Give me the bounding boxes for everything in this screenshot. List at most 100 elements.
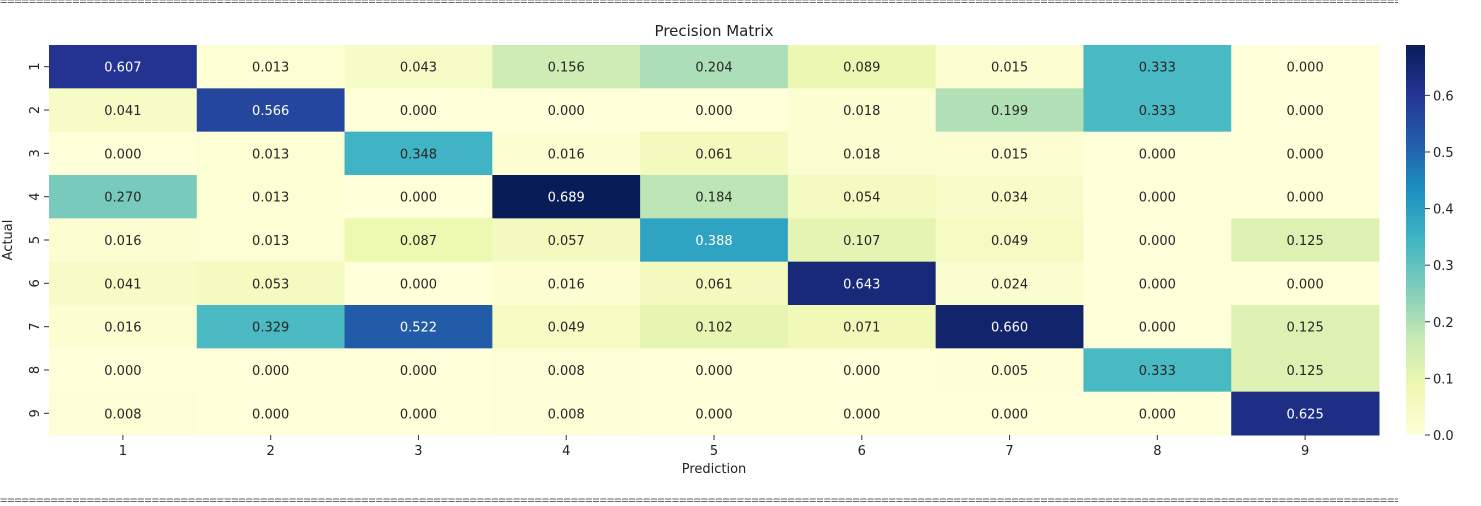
y-axis-ticks: 1 2 3 4 5 6 7 8 9 (28, 63, 49, 417)
cell-value-label: 0.000 (104, 364, 141, 379)
heatmap-cell (49, 88, 198, 133)
cell-value-label: 0.053 (252, 277, 289, 292)
y-tick-label: 1 (28, 63, 43, 71)
x-tick-label: 4 (562, 444, 570, 459)
x-tick-label: 5 (710, 444, 718, 459)
heatmap-cell (344, 131, 493, 176)
heatmap-cell (787, 88, 937, 133)
heatmap-cell (1083, 391, 1232, 436)
y-tick-label: 8 (28, 366, 43, 374)
y-tick-label: 5 (28, 236, 43, 244)
heatmap-cell (196, 348, 346, 393)
heatmap-cell (344, 175, 493, 219)
cell-value-label: 0.087 (400, 234, 437, 249)
y-tick-label: 4 (28, 193, 43, 201)
heatmap-cell (344, 391, 493, 436)
cell-value-label: 0.125 (1287, 321, 1324, 336)
cell-value-label: 0.013 (252, 61, 289, 76)
cell-value-label: 0.000 (400, 407, 437, 422)
heatmap-cell (344, 218, 493, 263)
chart-title: Precision Matrix (655, 22, 774, 40)
cell-value-label: 0.054 (843, 191, 880, 206)
heatmap-cell (935, 45, 1084, 89)
heatmap-cell (492, 348, 641, 393)
cell-value-label: 0.000 (252, 407, 289, 422)
heatmap-cell (787, 391, 937, 436)
cell-value-label: 0.057 (548, 234, 585, 249)
heatmap-cell (492, 218, 641, 263)
x-tick-label: 9 (1301, 444, 1309, 459)
heatmap-cell (49, 261, 198, 306)
heatmap-cell (492, 45, 641, 89)
cell-value-label: 0.270 (104, 191, 141, 206)
cell-value-label: 0.102 (695, 321, 732, 336)
cell-value-label: 0.013 (252, 191, 289, 206)
heatmap-cell (1231, 45, 1380, 89)
heatmap-cell (1231, 305, 1380, 349)
heatmap-cell (492, 131, 641, 176)
heatmap-cell (1083, 175, 1232, 219)
cell-value-label: 0.000 (400, 277, 437, 292)
heatmap-cell (1083, 218, 1232, 263)
heatmap-cells: 0.607 0.013 0.043 0.156 0.204 0.089 0.015 0.333… (49, 45, 1380, 436)
heatmap-cell (1083, 348, 1232, 393)
cell-value-label: 0.643 (843, 277, 880, 292)
cell-value-label: 0.061 (695, 147, 732, 162)
cell-value-label: 0.000 (1287, 61, 1324, 76)
cell-value-label: 0.388 (695, 234, 732, 249)
heatmap-cell (49, 305, 198, 349)
cell-value-label: 0.024 (991, 277, 1028, 292)
cell-value-label: 0.184 (695, 191, 732, 206)
y-tick-label: 2 (28, 106, 43, 114)
heatmap-cell (640, 305, 789, 349)
heatmap-cell (49, 175, 198, 219)
cell-value-label: 0.043 (400, 61, 437, 76)
heatmap-cell (787, 348, 937, 393)
heatmap-cell (640, 175, 789, 219)
cell-value-label: 0.008 (548, 407, 585, 422)
x-tick-label: 3 (414, 444, 422, 459)
cell-value-label: 0.041 (104, 277, 141, 292)
heatmap-cell (787, 45, 937, 89)
cell-value-label: 0.522 (400, 321, 437, 336)
cell-value-label: 0.015 (991, 147, 1028, 162)
cell-value-label: 0.000 (1139, 277, 1176, 292)
heatmap-cell (935, 305, 1084, 349)
cell-value-label: 0.000 (400, 191, 437, 206)
heatmap-cell (492, 391, 641, 436)
heatmap-cell (196, 305, 346, 349)
cell-value-label: 0.018 (843, 104, 880, 119)
cell-value-label: 0.107 (843, 234, 880, 249)
heatmap-cell (1231, 131, 1380, 176)
cell-value-label: 0.008 (548, 364, 585, 379)
x-tick-label: 1 (119, 444, 127, 459)
heatmap-cell (640, 218, 789, 263)
heatmap-cell (49, 348, 198, 393)
cell-value-label: 0.000 (843, 407, 880, 422)
cell-value-label: 0.041 (104, 104, 141, 119)
cell-value-label: 0.016 (548, 277, 585, 292)
cell-value-label: 0.348 (400, 147, 437, 162)
cell-value-label: 0.049 (991, 234, 1028, 249)
heatmap-cell (196, 391, 346, 436)
heatmap-cell (935, 175, 1084, 219)
heatmap-cell (492, 175, 641, 219)
cell-value-label: 0.000 (1139, 407, 1176, 422)
y-tick-label: 6 (28, 279, 43, 287)
y-tick-label: 9 (28, 409, 43, 417)
y-tick-label: 3 (28, 149, 43, 157)
heatmap-cell (1231, 88, 1380, 133)
y-tick-label: 7 (28, 323, 43, 331)
heatmap-cell (344, 88, 493, 133)
heatmap-cell (787, 218, 937, 263)
cell-value-label: 0.000 (695, 407, 732, 422)
heatmap-cell (1231, 261, 1380, 306)
cell-value-label: 0.008 (104, 407, 141, 422)
heatmap-cell (49, 391, 198, 436)
heatmap-cell (935, 88, 1084, 133)
heatmap-cell (787, 175, 937, 219)
colorbar-tick-label: 0.5 (1433, 146, 1454, 161)
heatmap-cell (935, 131, 1084, 176)
heatmap-cell (640, 88, 789, 133)
heatmap-cell (1083, 131, 1232, 176)
